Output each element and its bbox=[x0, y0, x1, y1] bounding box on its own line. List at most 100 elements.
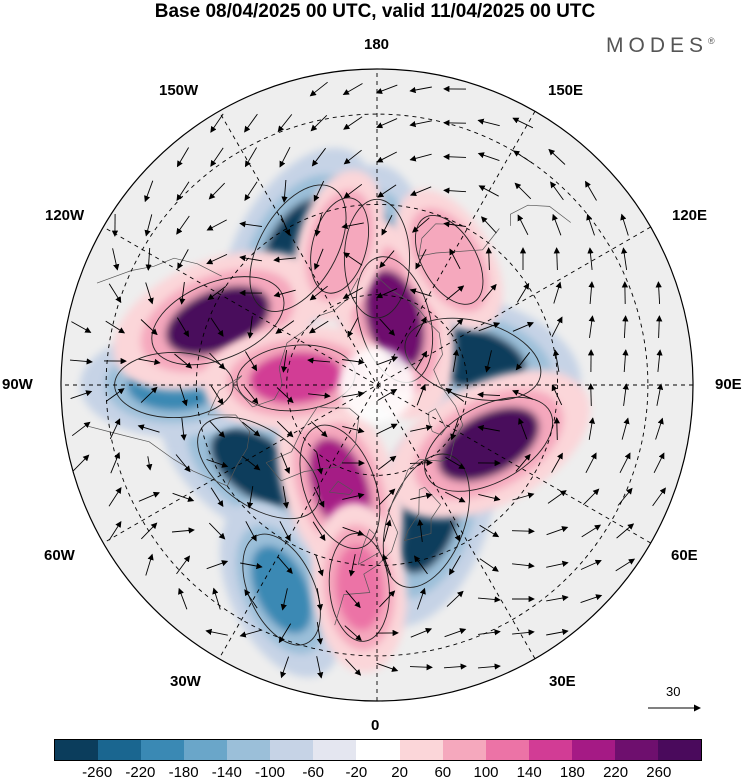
wind-vector bbox=[485, 247, 492, 271]
wind-vector bbox=[311, 147, 326, 167]
wind-vector bbox=[518, 417, 528, 440]
wind-vector bbox=[546, 628, 569, 636]
wind-vector bbox=[244, 589, 258, 609]
wind-vector bbox=[615, 558, 636, 572]
wind-vector bbox=[316, 622, 323, 645]
wind-vector bbox=[348, 554, 356, 577]
wind-vector bbox=[375, 84, 398, 94]
wind-vector bbox=[208, 522, 226, 540]
colorbar-tick-label: -260 bbox=[82, 764, 113, 781]
wind-vector bbox=[379, 318, 396, 336]
wind-vector bbox=[655, 281, 662, 305]
wind-vector bbox=[515, 453, 531, 472]
reference-vector-value: 30 bbox=[666, 684, 681, 699]
wind-vector bbox=[449, 520, 461, 542]
wind-vector bbox=[445, 387, 465, 402]
wind-vector bbox=[376, 662, 399, 672]
colorbar-bin bbox=[356, 740, 400, 760]
wind-vector bbox=[145, 282, 154, 305]
wind-vector bbox=[279, 146, 291, 168]
wind-vector bbox=[552, 213, 562, 236]
wind-vector bbox=[413, 555, 428, 575]
wind-vector bbox=[548, 148, 566, 165]
wind-vector bbox=[210, 317, 224, 337]
wind-vector bbox=[247, 316, 254, 339]
wind-vector bbox=[512, 492, 535, 501]
wind-vector bbox=[587, 383, 594, 407]
coastline bbox=[357, 528, 381, 565]
wind-vector bbox=[244, 181, 258, 201]
wind-vector bbox=[342, 526, 365, 536]
wind-vector bbox=[177, 317, 190, 338]
wind-vector bbox=[619, 452, 631, 474]
wind-vector bbox=[512, 321, 534, 332]
wind-vector bbox=[138, 491, 160, 502]
lon-label-90e: 90E bbox=[715, 376, 742, 393]
wind-vector bbox=[379, 250, 395, 269]
wind-vector bbox=[108, 283, 122, 304]
wind-vector bbox=[308, 320, 329, 334]
wind-vectors bbox=[69, 81, 666, 679]
wind-vector bbox=[242, 421, 261, 437]
wind-vector bbox=[342, 287, 363, 299]
wind-vector bbox=[553, 281, 562, 304]
wind-vector bbox=[206, 459, 229, 468]
contour-line bbox=[151, 276, 285, 366]
wind-vector bbox=[449, 248, 461, 270]
wind-vector bbox=[110, 451, 121, 474]
wind-vector bbox=[622, 383, 629, 406]
wind-vector bbox=[276, 387, 294, 404]
wind-vector bbox=[585, 452, 597, 474]
contour-line bbox=[299, 424, 381, 549]
wind-vector bbox=[171, 527, 195, 534]
registered-mark: ® bbox=[708, 36, 715, 46]
contour-line bbox=[424, 396, 554, 492]
wind-vector bbox=[512, 389, 534, 400]
colorbar-bin bbox=[528, 740, 572, 760]
wind-vector bbox=[550, 181, 564, 201]
wind-vector bbox=[580, 559, 602, 570]
wind-vector bbox=[479, 558, 499, 572]
wind-vector bbox=[477, 424, 500, 432]
wind-vector bbox=[516, 282, 530, 303]
wind-vector bbox=[381, 214, 393, 236]
wind-vector bbox=[376, 151, 398, 163]
wind-vector bbox=[342, 83, 363, 95]
wind-vector bbox=[478, 629, 501, 636]
meridian-line bbox=[103, 226, 651, 544]
wind-vector bbox=[511, 528, 535, 535]
wind-vector bbox=[245, 521, 257, 542]
wind-vector bbox=[477, 118, 500, 127]
wind-vector bbox=[307, 357, 331, 364]
wind-vector bbox=[409, 664, 433, 671]
lon-label-120w: 120W bbox=[45, 207, 85, 224]
coastline bbox=[404, 486, 442, 541]
wind-vector bbox=[280, 214, 291, 236]
wind-vector bbox=[146, 456, 153, 471]
colorbar-bin bbox=[313, 740, 357, 760]
wind-vector bbox=[344, 625, 362, 641]
colorbar-bin bbox=[270, 740, 314, 760]
wind-vector bbox=[342, 492, 365, 500]
wind-vector bbox=[553, 417, 560, 441]
wind-vector bbox=[580, 594, 603, 604]
wind-vector bbox=[342, 390, 365, 398]
wind-vector bbox=[656, 383, 664, 406]
wind-vector bbox=[444, 628, 467, 638]
wind-vector bbox=[621, 417, 630, 440]
wind-vector bbox=[376, 356, 399, 366]
wind-vector bbox=[316, 452, 324, 475]
wind-vector bbox=[282, 486, 290, 509]
wind-vector bbox=[446, 285, 465, 301]
wind-vector bbox=[409, 459, 433, 466]
wind-vector bbox=[312, 521, 326, 542]
wind-vector bbox=[210, 385, 224, 406]
wind-vector bbox=[342, 425, 365, 434]
wind-vector bbox=[176, 181, 190, 201]
wind-vector bbox=[342, 358, 365, 365]
wind-vector bbox=[71, 421, 91, 437]
coastline bbox=[510, 204, 571, 226]
wind-vector bbox=[547, 490, 567, 504]
wind-vector bbox=[587, 247, 594, 270]
